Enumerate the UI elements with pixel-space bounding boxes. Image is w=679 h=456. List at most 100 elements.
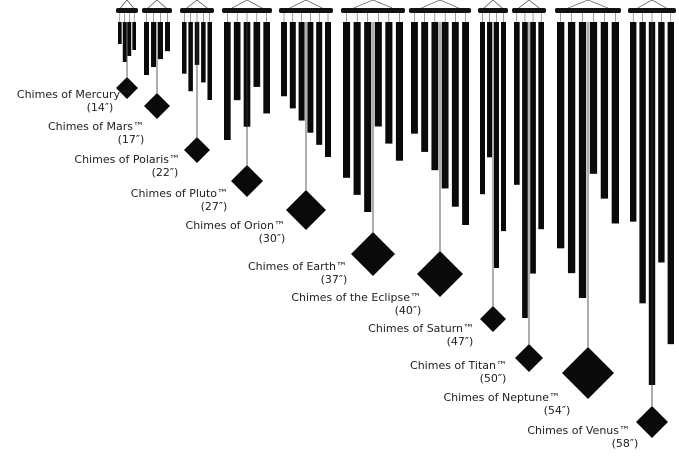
tube [233, 22, 241, 101]
top-disc [512, 8, 546, 13]
hanger [231, 0, 248, 9]
hanger [305, 0, 323, 9]
hanger [246, 0, 263, 9]
tube [514, 22, 520, 185]
hanger [186, 0, 198, 9]
chime-name: Chimes of Polaris™ [74, 153, 180, 166]
chime-size: (50″) [480, 372, 507, 385]
tube [578, 22, 587, 298]
tube [487, 22, 492, 158]
hanger [587, 0, 608, 9]
tube [480, 22, 485, 195]
tube [667, 22, 674, 345]
chime-size: (30″) [259, 232, 286, 245]
tube [207, 22, 212, 100]
tube [182, 22, 187, 74]
tube [374, 22, 382, 127]
tube [158, 22, 163, 60]
tube [263, 22, 270, 114]
chime-size: (22″) [152, 166, 179, 179]
chime-size: (17″) [118, 133, 145, 146]
hanger [568, 0, 589, 9]
hanger [126, 0, 134, 9]
hanger [372, 0, 393, 9]
tube [395, 22, 403, 161]
tube [639, 22, 646, 304]
hanger [518, 0, 530, 9]
top-disc [116, 8, 138, 13]
sail [480, 306, 506, 332]
sail [116, 77, 138, 99]
hanger [651, 0, 667, 9]
tube [132, 22, 136, 50]
tube [522, 22, 528, 318]
sail [231, 165, 263, 197]
hanger [353, 0, 374, 9]
hanger [156, 0, 167, 9]
chime-name: Chimes of Earth™ [248, 260, 347, 273]
top-disc [222, 8, 272, 13]
tube [127, 22, 132, 56]
chime-name: Chimes of Pluto™ [131, 187, 228, 200]
top-disc [478, 8, 508, 13]
hanger [492, 0, 503, 9]
chime-size: (54″) [544, 404, 571, 417]
tube [530, 22, 536, 274]
chime-size: (14″) [87, 101, 114, 114]
tube [600, 22, 609, 199]
hanger [120, 0, 128, 9]
top-disc [180, 8, 214, 13]
tube [658, 22, 665, 263]
tube [201, 22, 206, 83]
hanger [637, 0, 653, 9]
top-disc [555, 8, 621, 13]
top-disc [628, 8, 676, 13]
tube [188, 22, 193, 92]
top-disc [341, 8, 405, 13]
chime-size: (58″) [612, 437, 639, 450]
tube [589, 22, 598, 174]
top-disc [279, 8, 333, 13]
sail [184, 137, 210, 163]
hanger [421, 0, 441, 9]
tube [501, 22, 506, 232]
tube [364, 22, 372, 212]
tube [151, 22, 156, 68]
tube [165, 22, 170, 52]
tube [630, 22, 637, 222]
top-disc [409, 8, 471, 13]
chime-name: Chimes of Titan™ [410, 359, 507, 372]
tube [118, 22, 122, 44]
hanger [439, 0, 459, 9]
tube [567, 22, 576, 274]
tube [343, 22, 351, 178]
chime-name: Chimes of Saturn™ [368, 322, 474, 335]
tube [385, 22, 393, 144]
chime-name: Chimes of Mercury™ [17, 88, 131, 101]
tube [611, 22, 619, 224]
chime-name: Chimes of Mars™ [48, 120, 144, 133]
tube [494, 22, 499, 268]
chime-name: Chimes of Neptune™ [443, 391, 560, 404]
chime-name: Chimes of the Eclipse™ [291, 291, 421, 304]
hanger [289, 0, 307, 9]
tube [538, 22, 544, 230]
chime-size: (40″) [395, 304, 422, 317]
hanger [528, 0, 540, 9]
sail [636, 406, 668, 438]
tube [451, 22, 459, 207]
sail [144, 93, 170, 119]
tube [462, 22, 469, 225]
tube [144, 22, 149, 75]
hanger [483, 0, 494, 9]
sail [351, 232, 395, 276]
chime-name: Chimes of Orion™ [186, 219, 285, 232]
tube [557, 22, 565, 249]
tube [224, 22, 231, 140]
tube [441, 22, 449, 189]
sail [562, 347, 614, 399]
top-disc [142, 8, 172, 13]
chime-size: (27″) [201, 200, 228, 213]
hanger [196, 0, 208, 9]
